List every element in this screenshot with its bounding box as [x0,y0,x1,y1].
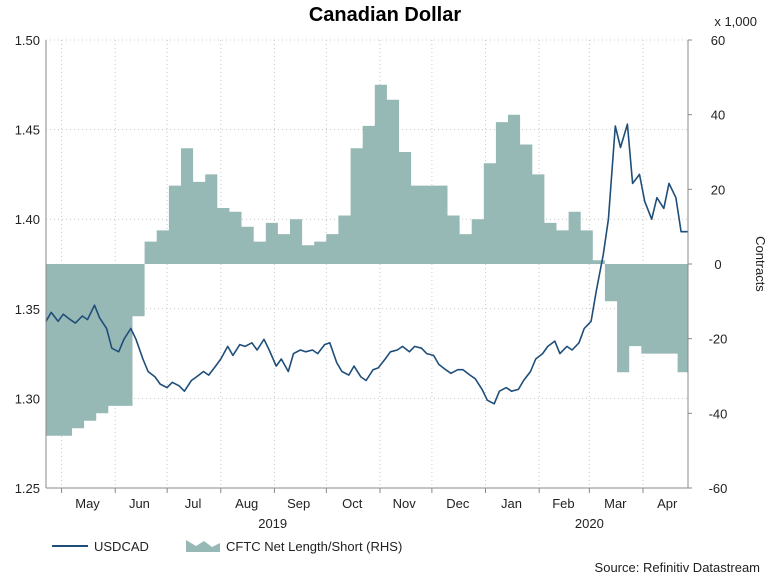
left-tick-label: 1.35 [15,302,40,317]
legend: USDCAD CFTC Net Length/Short (RHS) [52,539,402,554]
right-axis-unit-note: x 1,000 [714,14,757,29]
right-tick-label: -40 [709,406,728,421]
x-tick-label: Feb [552,496,574,511]
x-tick-label: Jul [185,496,202,511]
year-label: 2019 [258,516,287,531]
x-tick-label: Nov [393,496,417,511]
x-tick-label: Sep [287,496,310,511]
x-tick-label: Jan [501,496,522,511]
x-tick-label: Apr [657,496,678,511]
usdcad-line-series [45,123,688,405]
usdcad-line [45,123,688,405]
x-tick-label: May [75,496,100,511]
legend-area-label: CFTC Net Length/Short (RHS) [226,539,402,554]
tick-labels: 1.25 1.30 1.35 1.40 1.45 1.50 -60 -40 -20 0 20 40 60… [15,33,728,531]
x-tick-label: Dec [446,496,470,511]
source-note: Source: Refinitiv Datastream [595,560,760,575]
right-tick-label: -60 [709,481,728,496]
right-tick-label: 20 [711,182,725,197]
x-tick-label: Oct [342,496,363,511]
right-tick-label: 60 [711,33,725,48]
year-label: 2020 [575,516,604,531]
chart-title: Canadian Dollar [309,4,461,26]
x-tick-label: Mar [604,496,627,511]
right-tick-label: 0 [714,257,721,272]
left-tick-label: 1.50 [15,33,40,48]
legend-line-label: USDCAD [94,539,149,554]
x-tick-label: Jun [129,496,150,511]
legend-area-swatch [186,540,220,552]
left-tick-label: 1.30 [15,391,40,406]
right-tick-label: -20 [709,332,728,347]
left-tick-label: 1.25 [15,481,40,496]
right-tick-label: 40 [711,108,725,123]
axes [45,39,692,493]
cftc-area-series [46,84,690,436]
x-tick-label: Aug [235,496,258,511]
right-axis-label: Contracts [753,236,768,292]
cftc-area [46,84,690,436]
left-tick-label: 1.45 [15,123,40,138]
left-tick-label: 1.40 [15,212,40,227]
